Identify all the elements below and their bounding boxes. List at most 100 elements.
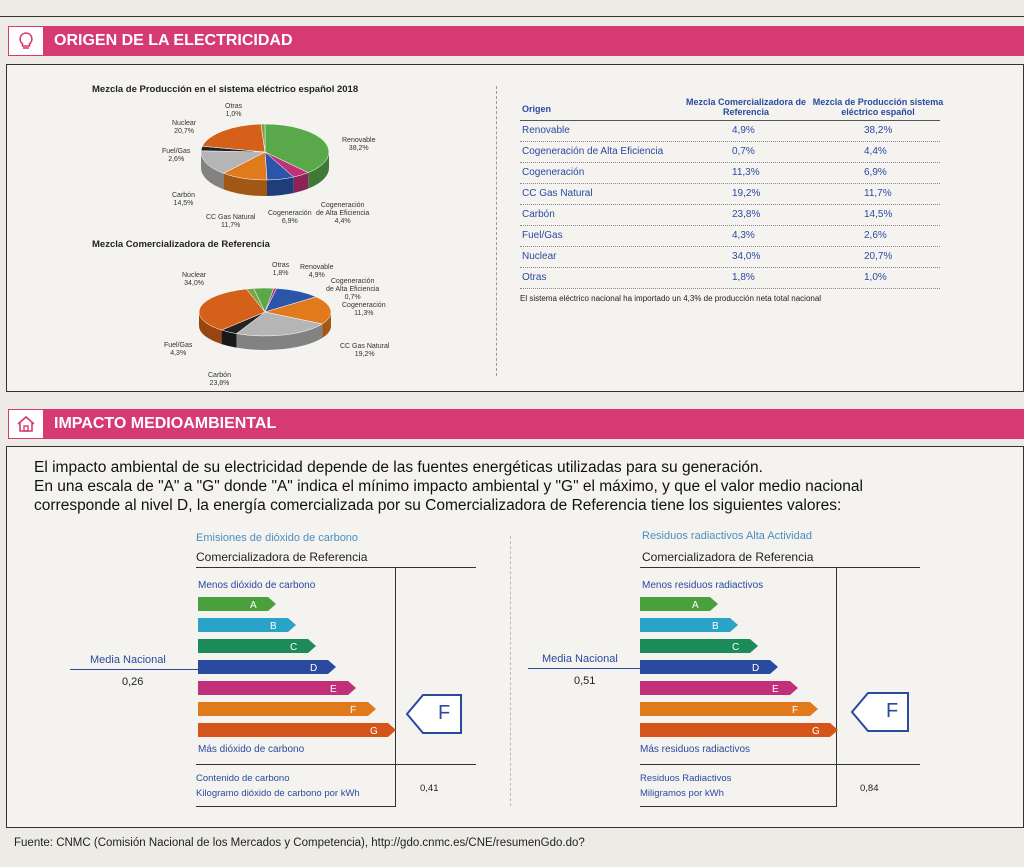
table-cell-origen: CC Gas Natural xyxy=(522,188,593,199)
rad-subtitle: Comercializadora de Referencia xyxy=(642,550,814,564)
co2-grade-label-c: C xyxy=(290,642,297,653)
label-carbon: Carbón 14,5% xyxy=(172,192,195,207)
co2-media-line xyxy=(70,669,198,670)
pie-slice-side-cogenAlta xyxy=(293,172,309,194)
section-title: IMPACTO MEDIOAMBIENTAL xyxy=(54,415,277,432)
rad-box-vline xyxy=(836,567,837,807)
rad-media-line xyxy=(528,668,640,669)
co2-grade-bar-f: F xyxy=(198,702,376,716)
label2-fuelgas: Fuel/Gas 4,3% xyxy=(164,342,193,357)
rad-media-label: Media Nacional xyxy=(542,653,618,665)
co2-bottom-label: Más dióxido de carbono xyxy=(198,744,305,755)
divider xyxy=(496,86,497,376)
label-otras: Otras 1,0% xyxy=(225,103,243,118)
top-border xyxy=(0,0,1024,17)
co2-bottom-line xyxy=(196,764,476,765)
rad-grade-label-e: E xyxy=(772,684,779,695)
table-header-origen: Origen xyxy=(522,104,552,114)
label2-ccgas: CC Gas Natural 19,2% xyxy=(340,343,390,358)
home-icon xyxy=(8,409,44,439)
table-cell-produccion: 11,7% xyxy=(864,188,892,199)
label-cogen-alta: Cogeneración de Alta Eficiencia 4,4% xyxy=(316,202,370,225)
co2-grade-label-f: F xyxy=(350,705,356,716)
pie-chart-commercial xyxy=(198,287,332,350)
pie-slice-otras xyxy=(260,123,266,153)
co2-value: 0,41 xyxy=(420,783,439,794)
table-cell-comercializadora: 4,9% xyxy=(732,125,755,136)
pie-slice-nuclear xyxy=(198,288,266,331)
impacto-paragraph: El impacto ambiental de su electricidad … xyxy=(34,459,863,514)
rad-grade-shape-e xyxy=(640,681,798,695)
co2-grade-label-g: G xyxy=(370,726,378,737)
table-header-comercializadora: Mezcla Comercializadora de Referencia xyxy=(685,97,807,117)
co2-grade-bar-d: D xyxy=(198,660,336,674)
rad-title: Residuos radiactivos Alta Actividad xyxy=(642,530,812,542)
co2-box-vline xyxy=(395,567,396,807)
rad-grade-bar-a: A xyxy=(640,597,718,611)
pie-slice-side-renovable xyxy=(308,152,329,189)
co2-grade-label-d: D xyxy=(310,663,317,674)
table-row: Cogeneración 11,3% 6,9% xyxy=(520,163,940,184)
origen-panel xyxy=(6,64,1024,392)
rad-grade-label-g: G xyxy=(812,726,820,737)
rad-subtitle-line xyxy=(640,567,920,568)
section-banner-origen: ORIGEN DE LA ELECTRICIDAD xyxy=(8,26,1024,56)
table-cell-produccion: 38,2% xyxy=(864,125,893,136)
table-row: Renovable 4,9% 38,2% xyxy=(520,121,940,142)
table-cell-origen: Carbón xyxy=(522,209,555,220)
table-cell-comercializadora: 19,2% xyxy=(732,188,761,199)
rad-grade-bar-g: G xyxy=(640,723,838,737)
co2-rating: F xyxy=(438,702,451,724)
co2-footer-line xyxy=(196,806,396,807)
co2-grade-shape-c xyxy=(198,639,316,653)
label2-cogen-alta: Cogeneración de Alta Eficiencia 0,7% xyxy=(326,278,380,301)
co2-grade-bar-a: A xyxy=(198,597,276,611)
table-cell-produccion: 2,6% xyxy=(864,230,887,241)
table-cell-origen: Nuclear xyxy=(522,251,557,262)
pie-slice-ccgas xyxy=(264,296,332,325)
pie-slice-side-carbon xyxy=(201,152,224,190)
pie-slice-side-carbon xyxy=(236,323,323,350)
table-header-line xyxy=(520,120,940,121)
co2-top-label: Menos dióxido de carbono xyxy=(198,580,316,591)
pie-slice-side-nuclear xyxy=(199,312,222,345)
co2-media-value: 0,26 xyxy=(122,676,144,688)
rad-footer1: Residuos Radiactivos xyxy=(640,773,732,784)
table-cell-origen: Otras xyxy=(522,272,547,283)
pie-slice-side-cogen xyxy=(267,177,294,196)
co2-grade-label-a: A xyxy=(250,600,257,611)
rad-rating: F xyxy=(886,700,899,722)
table-cell-produccion: 4,4% xyxy=(864,146,887,157)
co2-grade-shape-f xyxy=(198,702,376,716)
rad-grade-shape-a xyxy=(640,597,718,611)
table-cell-produccion: 1,0% xyxy=(864,272,887,283)
table-cell-origen: Fuel/Gas xyxy=(522,230,563,241)
lightbulb-icon xyxy=(8,26,44,56)
pie-slice-side-ccgas xyxy=(223,173,268,196)
chart1-title: Mezcla de Producción en el sistema eléct… xyxy=(92,84,359,95)
table-row: CC Gas Natural 19,2% 11,7% xyxy=(520,184,940,205)
co2-grade-bar-g: G xyxy=(198,723,396,737)
co2-title: Emisiones de dióxido de carbono xyxy=(196,532,359,544)
pie-slice-carbon xyxy=(200,150,266,174)
table-cell-origen: Cogeneración de Alta Eficiencia xyxy=(522,146,664,157)
rad-top-label: Menos residuos radiactivos xyxy=(642,580,764,591)
table-row: Nuclear 34,0% 20,7% xyxy=(520,247,940,268)
rad-bottom-label: Más residuos radiactivos xyxy=(640,744,751,755)
co2-footer2: Kilogramo dióxido de carbono por kWh xyxy=(196,788,360,799)
table-row: Cogeneración de Alta Eficiencia 0,7% 4,4% xyxy=(520,142,940,163)
table-cell-comercializadora: 1,8% xyxy=(732,272,755,283)
label2-nuclear: Nuclear 34,0% xyxy=(182,272,207,287)
label2-cogen: Cogeneración 11,3% xyxy=(342,302,386,317)
table-cell-origen: Cogeneración xyxy=(522,167,585,178)
table-cell-produccion: 20,7% xyxy=(864,251,893,262)
table-cell-origen: Renovable xyxy=(522,125,570,136)
rad-grade-bar-f: F xyxy=(640,702,818,716)
rad-grade-shape-b xyxy=(640,618,738,632)
co2-rating-arrow xyxy=(405,694,462,734)
pie-slice-renovable xyxy=(264,123,330,173)
table-cell-comercializadora: 11,3% xyxy=(732,167,760,178)
table-cell-comercializadora: 23,8% xyxy=(732,209,761,220)
section-title: ORIGEN DE LA ELECTRICIDAD xyxy=(54,32,293,49)
rad-grade-shape-d xyxy=(640,660,778,674)
